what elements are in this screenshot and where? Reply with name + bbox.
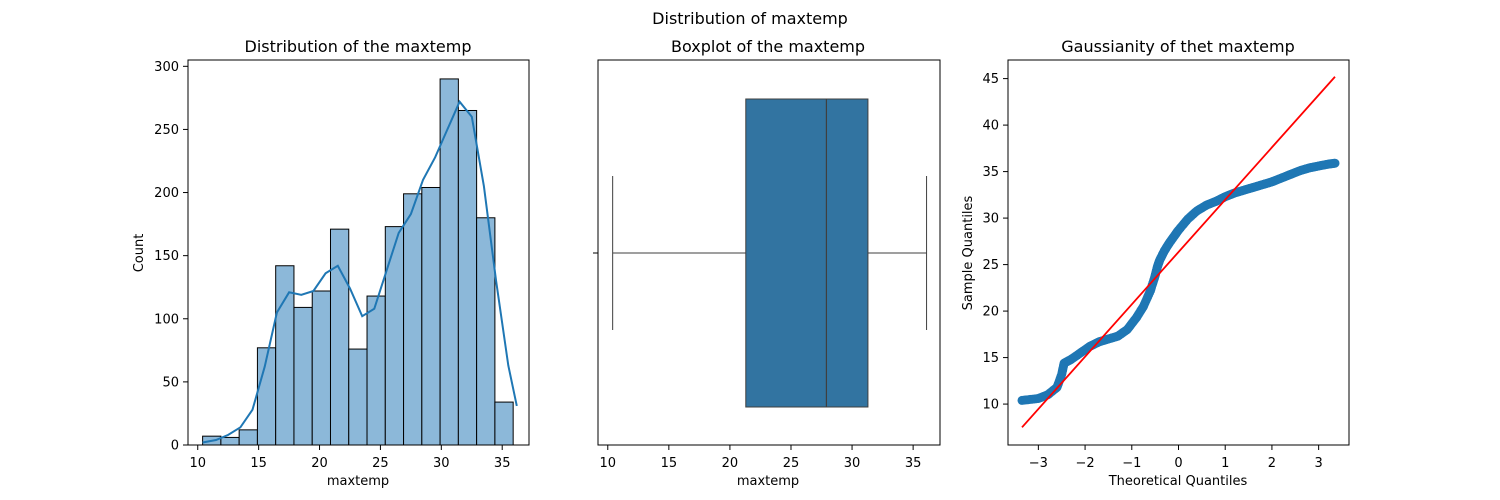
qq-point [1330, 158, 1340, 168]
qq-y-tick-label: 30 [982, 212, 999, 227]
qq-plot-title: Gaussianity of thet maxtemp [1061, 37, 1295, 56]
qq-y-ticks: 10 15 20 25 30 35 40 45 [982, 72, 1008, 413]
boxplot-x-tick-label: 30 [844, 456, 861, 471]
qq-x-tick-label: 3 [1314, 456, 1322, 471]
histogram-bar [494, 401, 514, 446]
histogram-bar [329, 228, 350, 446]
histogram-y-tick-label: 200 [154, 186, 179, 201]
histogram-x-label: maxtemp [327, 474, 389, 489]
qq-x-tick-label: 0 [1174, 456, 1182, 471]
histogram-bar [366, 295, 386, 446]
boxplot-x-tick-label: 25 [783, 456, 800, 471]
qq-y-tick-label: 35 [982, 165, 999, 180]
histogram-x-tick-label: 15 [250, 456, 267, 471]
histogram-x-tick-label: 35 [494, 456, 511, 471]
boxplot-x-label: maxtemp [737, 474, 799, 489]
qq-x-tick-label: 1 [1221, 456, 1229, 471]
histogram-x-tick-label: 10 [189, 456, 206, 471]
histogram-y-tick-label: 50 [162, 375, 179, 390]
boxplot-panel: Boxplot of the maxtemp 10 15 20 25 30 35 maxt… [593, 37, 941, 489]
histogram-bars [202, 78, 514, 446]
histogram-y-tick-label: 100 [154, 312, 179, 327]
boxplot-elements [612, 98, 928, 408]
histogram-bar [220, 436, 240, 446]
histogram-y-label: Count [132, 234, 147, 273]
qq-plot-x-label: Theoretical Quantiles [1108, 474, 1248, 489]
histogram-bar [421, 186, 441, 446]
histogram-title: Distribution of the maxtemp [245, 37, 472, 56]
qq-y-tick-label: 20 [982, 305, 999, 320]
histogram-y-tick-label: 300 [154, 60, 179, 75]
boxplot-x-tick-label: 35 [905, 456, 922, 471]
qq-y-tick-label: 45 [982, 72, 999, 87]
boxplot-x-ticks: 10 15 20 25 30 35 [599, 445, 921, 471]
qq-plot-panel: Gaussianity of thet maxtemp −3 −2 −1 0 1 2 3 1… [961, 37, 1350, 489]
histogram-bar [457, 109, 478, 446]
qq-y-tick-label: 25 [982, 258, 999, 273]
figure-suptitle: Distribution of maxtemp [652, 9, 848, 28]
boxplot-title: Boxplot of the maxtemp [671, 37, 865, 56]
histogram-bar [384, 226, 405, 446]
qq-plot-y-label: Sample Quantiles [961, 195, 976, 310]
boxplot-box [745, 98, 869, 408]
qq-reference-line [1021, 76, 1336, 428]
boxplot-x-tick-label: 10 [599, 456, 616, 471]
boxplot-x-tick-label: 15 [661, 456, 678, 471]
histogram-x-tick-label: 20 [311, 456, 328, 471]
qq-x-tick-label: −2 [1075, 456, 1094, 471]
qq-sample-points [1017, 158, 1340, 405]
qq-x-ticks: −3 −2 −1 0 1 2 3 [1029, 445, 1323, 471]
qq-x-tick-label: −1 [1122, 456, 1141, 471]
histogram-kde-line [202, 99, 518, 444]
histogram-axes-frame [187, 59, 530, 446]
histogram-bar [238, 429, 258, 446]
qq-y-tick-label: 15 [982, 351, 999, 366]
histogram-bar [293, 306, 313, 446]
histogram-y-ticks: 0 50 100 150 200 250 300 [154, 60, 188, 454]
histogram-bar [348, 348, 368, 446]
boxplot-x-tick-label: 20 [722, 456, 739, 471]
histogram-y-tick-label: 250 [154, 123, 179, 138]
qq-x-tick-label: 2 [1268, 456, 1276, 471]
histogram-bar [311, 290, 331, 446]
qq-x-tick-label: −3 [1029, 456, 1048, 471]
histogram-x-tick-label: 25 [372, 456, 389, 471]
histogram-panel: Distribution of the maxtemp 10 15 20 25 30 35… [132, 37, 530, 489]
histogram-x-ticks: 10 15 20 25 30 35 [189, 445, 510, 471]
histogram-y-tick-label: 150 [154, 249, 179, 264]
histogram-x-tick-label: 30 [433, 456, 450, 471]
qq-y-tick-label: 10 [982, 398, 999, 413]
histogram-bar [439, 78, 459, 446]
histogram-y-tick-label: 0 [171, 439, 179, 454]
histogram-bar [403, 193, 423, 446]
qq-y-tick-label: 40 [982, 119, 999, 134]
